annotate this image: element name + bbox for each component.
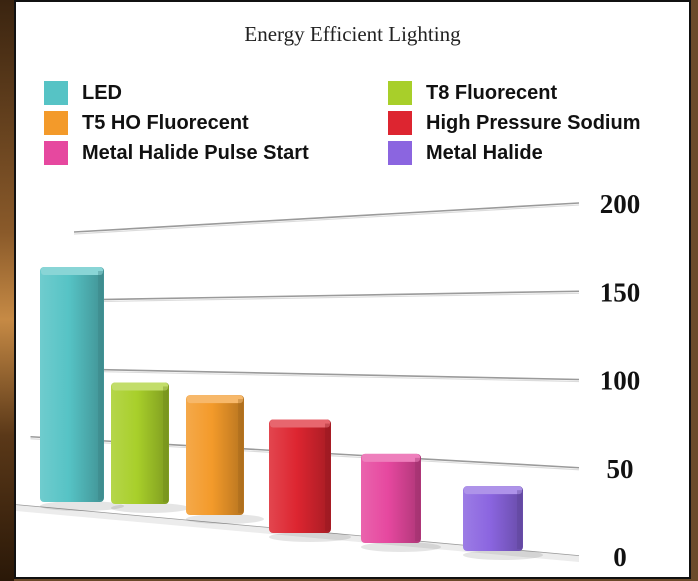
y-tick-label-0: 0 bbox=[613, 542, 627, 572]
chart-title: Energy Efficient Lighting bbox=[244, 22, 461, 46]
chart-floor-plane bbox=[16, 505, 579, 562]
legend-label-t8: T8 Fluorecent bbox=[426, 81, 558, 104]
legend-swatch-hps bbox=[388, 111, 412, 135]
legend-swatch-t5 bbox=[44, 111, 68, 135]
legend-item-metal-halide: Metal Halide bbox=[388, 140, 543, 166]
legend-item-t5-ho-fluorecent: T5 HO Fluorecent bbox=[44, 110, 249, 136]
gridline-150 bbox=[59, 290, 580, 302]
legend-label-hps: High Pressure Sodium bbox=[426, 111, 641, 134]
y-tick-label-150: 150 bbox=[600, 277, 641, 307]
bars bbox=[40, 267, 543, 560]
legend-swatch-led bbox=[44, 81, 68, 105]
y-tick-label-100: 100 bbox=[600, 366, 641, 396]
gridline-200 bbox=[73, 202, 580, 233]
chart-plot: 0 50 100 150 200 bbox=[16, 189, 641, 572]
legend-swatch-t8 bbox=[388, 81, 412, 105]
y-tick-labels: 0 50 100 150 200 bbox=[600, 189, 641, 572]
y-tick-label-200: 200 bbox=[600, 189, 641, 219]
bar-led bbox=[40, 267, 124, 511]
legend-item-metal-halide-pulse-start: Metal Halide Pulse Start bbox=[44, 140, 309, 166]
chart-panel: Energy Efficient Lighting LED T8 Fluorec… bbox=[14, 0, 691, 579]
legend-item-high-pressure-sodium: High Pressure Sodium bbox=[388, 110, 641, 136]
bar-t5-ho-fluorecent bbox=[186, 395, 264, 524]
legend-item-led: LED bbox=[44, 80, 122, 106]
gridline-shadow-200 bbox=[73, 204, 580, 235]
legend-label-mh: Metal Halide bbox=[426, 141, 543, 164]
gridline-shadow-100 bbox=[44, 369, 580, 383]
legend-label-led: LED bbox=[82, 81, 122, 104]
legend-label-t5: T5 HO Fluorecent bbox=[82, 111, 249, 134]
bar-high-pressure-sodium bbox=[269, 419, 351, 542]
y-tick-label-50: 50 bbox=[607, 454, 634, 484]
legend-swatch-mh bbox=[388, 141, 412, 165]
background-photo-edge bbox=[0, 0, 14, 581]
gridline-shadow-150 bbox=[59, 292, 580, 303]
bar-metal-halide-pulse-start bbox=[361, 453, 441, 552]
bar-t8-fluorecent bbox=[111, 382, 189, 513]
bar-metal-halide bbox=[463, 486, 543, 560]
legend-label-mhps: Metal Halide Pulse Start bbox=[82, 141, 309, 164]
gridline-100 bbox=[44, 367, 580, 381]
legend-item-t8-fluorecent: T8 Fluorecent bbox=[388, 80, 557, 106]
legend-swatch-mhps bbox=[44, 141, 68, 165]
chart-floor bbox=[16, 505, 579, 562]
